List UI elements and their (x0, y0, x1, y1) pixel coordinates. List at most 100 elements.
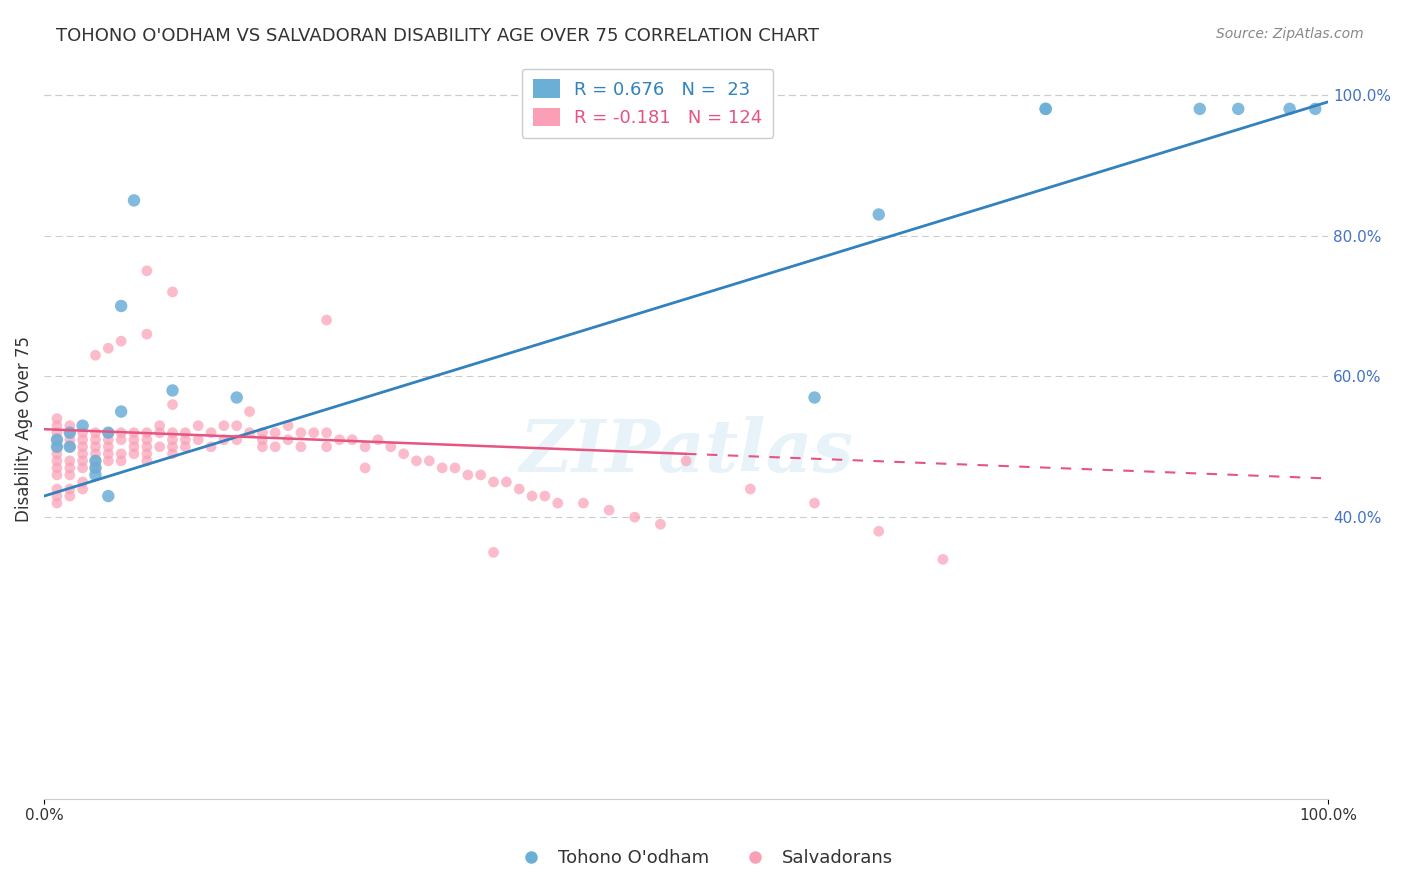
Point (46, 461, 69, 475)
Point (72, 425, 94, 440)
Point (97, 447, 120, 461)
Point (59, 454, 82, 468)
Point (470, 467, 492, 482)
Point (135, 264, 157, 278)
Point (46, 440, 69, 454)
Point (59, 467, 82, 482)
Point (162, 440, 184, 454)
Point (84, 461, 107, 475)
Point (342, 433, 364, 447)
Point (534, 489, 557, 503)
Point (444, 461, 467, 475)
Point (72, 461, 94, 475)
Point (868, 524, 890, 539)
Point (162, 384, 184, 398)
Point (72, 454, 94, 468)
Point (46, 489, 69, 503)
Point (162, 433, 184, 447)
Point (72, 433, 94, 447)
Point (84, 425, 107, 440)
Point (110, 299, 132, 313)
Point (392, 447, 415, 461)
Point (354, 461, 377, 475)
Y-axis label: Disability Age Over 75: Disability Age Over 75 (15, 336, 32, 522)
Point (72, 475, 94, 489)
Point (803, 496, 825, 510)
Point (135, 447, 157, 461)
Point (122, 440, 145, 454)
Point (200, 440, 222, 454)
Point (315, 440, 337, 454)
Text: TOHONO O'ODHAM VS SALVADORAN DISABILITY AGE OVER 75 CORRELATION CHART: TOHONO O'ODHAM VS SALVADORAN DISABILITY … (56, 27, 820, 45)
Point (135, 454, 157, 468)
Point (46, 482, 69, 496)
Point (174, 440, 197, 454)
Point (675, 454, 697, 468)
Point (264, 440, 287, 454)
Legend: Tohono O'odham, Salvadorans: Tohono O'odham, Salvadorans (506, 842, 900, 874)
Point (46, 496, 69, 510)
Point (72, 482, 94, 496)
Point (46, 433, 69, 447)
Point (97, 433, 120, 447)
Point (482, 545, 505, 559)
Point (59, 425, 82, 440)
Point (59, 461, 82, 475)
Point (46, 440, 69, 454)
Point (380, 440, 402, 454)
Point (46, 467, 69, 482)
Point (122, 447, 145, 461)
Point (290, 440, 312, 454)
Point (122, 194, 145, 208)
Point (482, 475, 505, 489)
Point (149, 425, 172, 440)
Point (72, 447, 94, 461)
Point (1278, 102, 1301, 116)
Point (623, 510, 645, 524)
Point (149, 418, 172, 433)
Point (110, 404, 132, 418)
Point (252, 425, 274, 440)
Point (59, 489, 82, 503)
Point (508, 482, 530, 496)
Point (162, 398, 184, 412)
Point (110, 433, 132, 447)
Point (149, 440, 172, 454)
Point (457, 467, 479, 482)
Point (1035, 102, 1057, 116)
Text: ZIPatlas: ZIPatlas (519, 416, 853, 487)
Point (135, 425, 157, 440)
Point (135, 327, 157, 342)
Point (46, 418, 69, 433)
Point (59, 425, 82, 440)
Point (1035, 102, 1057, 116)
Point (110, 425, 132, 440)
Point (1303, 102, 1326, 116)
Point (187, 433, 209, 447)
Point (46, 454, 69, 468)
Point (200, 425, 222, 440)
Point (868, 207, 890, 221)
Point (162, 425, 184, 440)
Point (252, 433, 274, 447)
Point (520, 489, 543, 503)
Point (46, 447, 69, 461)
Point (97, 341, 120, 355)
Point (46, 425, 69, 440)
Point (225, 433, 247, 447)
Point (162, 447, 184, 461)
Point (46, 433, 69, 447)
Point (932, 552, 955, 566)
Point (84, 454, 107, 468)
Point (110, 454, 132, 468)
Point (212, 433, 235, 447)
Point (264, 425, 287, 440)
Point (59, 440, 82, 454)
Point (803, 391, 825, 405)
Point (122, 433, 145, 447)
Point (59, 482, 82, 496)
Point (430, 461, 453, 475)
Point (225, 418, 247, 433)
Point (84, 467, 107, 482)
Point (252, 440, 274, 454)
